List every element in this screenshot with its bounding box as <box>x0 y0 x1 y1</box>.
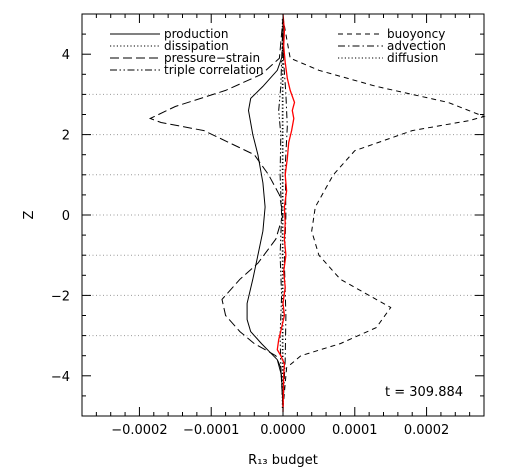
legend-label: diffusion <box>387 51 438 65</box>
x-tick-label: −0.0001 <box>183 423 239 438</box>
series-line-triple-correlation <box>278 17 284 409</box>
series-line-advection <box>282 17 288 409</box>
legend: productiondissipationpressure−straintrip… <box>110 27 446 77</box>
series-lines <box>148 13 486 413</box>
y-tick-label: 2 <box>62 129 70 144</box>
legend-label: buoyoncy <box>387 27 445 41</box>
series-line-buoyoncy <box>282 17 486 409</box>
axis-ticks: −0.0002 −0.0001 0.0000 0.0001 0.0002 −4 −2 0 2 4 <box>51 13 485 438</box>
y-tick-label: 4 <box>62 48 70 63</box>
legend-label: pressure−strain <box>164 51 260 65</box>
x-tick-label: 0.0001 <box>332 423 378 438</box>
x-axis-label: R₁₃ budget <box>248 453 318 468</box>
legend-label: advection <box>387 39 446 53</box>
series-line-red-total <box>276 13 296 413</box>
legend-label: dissipation <box>164 39 229 53</box>
y-axis-label: Z <box>22 210 37 219</box>
legend-label: production <box>164 27 228 41</box>
legend-label: triple correlation <box>164 63 264 77</box>
series-line-production <box>246 18 284 409</box>
gridlines <box>82 93 484 337</box>
y-tick-label: −4 <box>51 370 70 385</box>
time-annotation: t = 309.884 <box>385 385 463 400</box>
x-tick-label: 0.0000 <box>260 423 306 438</box>
x-tick-label: −0.0002 <box>111 423 167 438</box>
x-tick-label: 0.0002 <box>404 423 450 438</box>
y-tick-label: −2 <box>51 289 70 304</box>
y-tick-label: 0 <box>62 209 70 224</box>
